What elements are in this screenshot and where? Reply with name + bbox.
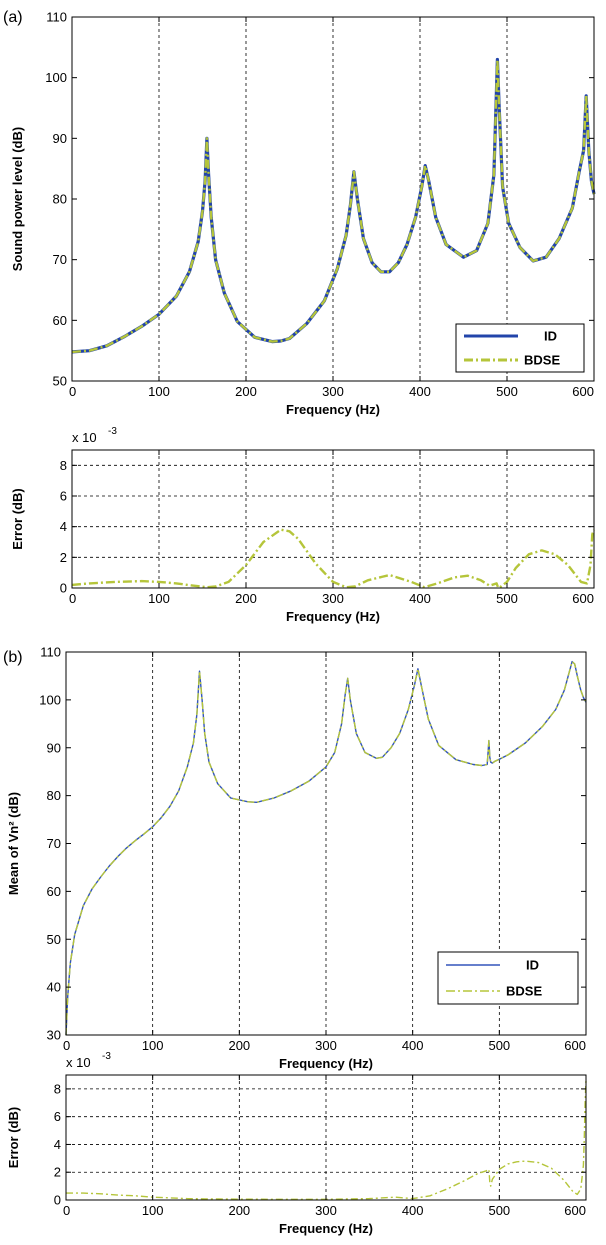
- y-tick-label: 2: [60, 550, 67, 565]
- y-axis-label: Error (dB): [6, 1107, 21, 1168]
- y-tick-label: 50: [53, 374, 67, 389]
- x-tick-label: 100: [142, 1203, 164, 1218]
- y-tick-label: 30: [47, 1028, 61, 1043]
- x-tick-label: 600: [572, 384, 594, 399]
- x-tick-label: 400: [402, 1038, 424, 1053]
- x-tick-label: 300: [322, 384, 344, 399]
- scale-multiplier: x 10: [66, 1055, 91, 1070]
- y-tick-label: 50: [47, 932, 61, 947]
- x-axis-label: Frequency (Hz): [279, 1056, 373, 1071]
- panel-label-a: (a): [3, 9, 23, 26]
- y-tick-label: 100: [45, 70, 67, 85]
- y-tick-label: 4: [60, 519, 67, 534]
- x-tick-label: 200: [235, 384, 257, 399]
- legend-label-id: ID: [526, 958, 539, 973]
- chart-error-a: 0 100 200 300 400 500 600 0 2 4 6 8 Frequency (Hz) Er…: [10, 426, 596, 624]
- x-tick-label: 200: [235, 591, 257, 606]
- y-axis-label: Sound power level (dB): [10, 127, 25, 271]
- y-tick-label: 100: [39, 692, 61, 707]
- x-tick-label: 100: [142, 1038, 164, 1053]
- y-axis-label: Mean of Vn² (dB): [6, 792, 21, 895]
- legend-label-bdse: BDSE: [506, 984, 542, 999]
- scale-exponent: -3: [108, 426, 117, 437]
- y-tick-label: 2: [54, 1165, 61, 1180]
- series-line-bdse: [71, 528, 596, 590]
- x-tick-label: 300: [322, 591, 344, 606]
- y-tick-label: 8: [54, 1081, 61, 1096]
- y-tick-label: 6: [54, 1109, 61, 1124]
- y-tick-label: 60: [47, 884, 61, 899]
- x-tick-label: 300: [315, 1203, 337, 1218]
- legend-box: [455, 323, 585, 373]
- scale-multiplier: x 10: [72, 430, 97, 445]
- x-tick-label: 0: [69, 384, 76, 399]
- y-tick-label: 0: [60, 581, 67, 596]
- series-line-bdse: [66, 1080, 587, 1201]
- x-tick-label: 500: [496, 384, 518, 399]
- x-tick-label: 500: [496, 591, 518, 606]
- scale-exponent: -3: [102, 1051, 111, 1062]
- x-tick-label: 500: [488, 1203, 510, 1218]
- series-line-bdse: [71, 58, 596, 354]
- y-tick-label: 70: [53, 252, 67, 267]
- legend-label-bdse: BDSE: [524, 353, 560, 368]
- legend: ID BDSE: [455, 323, 585, 373]
- x-tick-label: 500: [488, 1038, 510, 1053]
- x-tick-label: 0: [69, 591, 76, 606]
- x-tick-label: 200: [228, 1038, 250, 1053]
- y-tick-label: 4: [54, 1137, 61, 1152]
- x-tick-label: 400: [402, 1203, 424, 1218]
- x-tick-label: 600: [572, 591, 594, 606]
- y-tick-label: 6: [60, 489, 67, 504]
- y-axis-label: Error (dB): [10, 488, 25, 549]
- x-axis-label: Frequency (Hz): [286, 402, 380, 417]
- chart-sound-power-level: 0 100 200 300 400 500 600 50 60 70 80 90 100 110 Frequ…: [10, 10, 596, 417]
- x-tick-label: 0: [63, 1203, 70, 1218]
- y-tick-label: 0: [54, 1193, 61, 1208]
- y-tick-label: 90: [47, 740, 61, 755]
- x-tick-label: 300: [315, 1038, 337, 1053]
- x-tick-label: 400: [409, 384, 431, 399]
- x-axis-label: Frequency (Hz): [279, 1221, 373, 1236]
- series-line-bdse: [65, 660, 587, 1036]
- x-axis-label: Frequency (Hz): [286, 609, 380, 624]
- y-tick-label: 40: [47, 980, 61, 995]
- panel-label-b: (b): [3, 649, 23, 666]
- chart-error-b: 0 100 200 300 400 500 600 0 2 4 6 8 Frequency (Hz) Er…: [6, 1051, 587, 1236]
- y-tick-label: 70: [47, 836, 61, 851]
- x-tick-label: 600: [564, 1038, 586, 1053]
- y-tick-label: 60: [53, 313, 67, 328]
- x-tick-label: 600: [564, 1203, 586, 1218]
- legend: ID BDSE: [437, 951, 579, 1005]
- y-tick-label: 8: [60, 458, 67, 473]
- y-tick-label: 80: [53, 192, 67, 207]
- legend-label-id: ID: [544, 329, 557, 344]
- x-tick-label: 200: [228, 1203, 250, 1218]
- x-tick-label: 400: [409, 591, 431, 606]
- y-tick-label: 90: [53, 131, 67, 146]
- y-tick-label: 110: [46, 10, 67, 25]
- legend-box: [437, 951, 579, 1005]
- x-tick-label: 100: [148, 384, 170, 399]
- y-tick-label: 110: [40, 645, 61, 660]
- y-tick-label: 80: [47, 788, 61, 803]
- x-tick-label: 0: [63, 1038, 70, 1053]
- x-tick-label: 100: [148, 591, 170, 606]
- chart-mean-vn2: 0 100 200 300 400 500 600 30 40 50 60 70 80 90 100 110 F…: [6, 645, 587, 1071]
